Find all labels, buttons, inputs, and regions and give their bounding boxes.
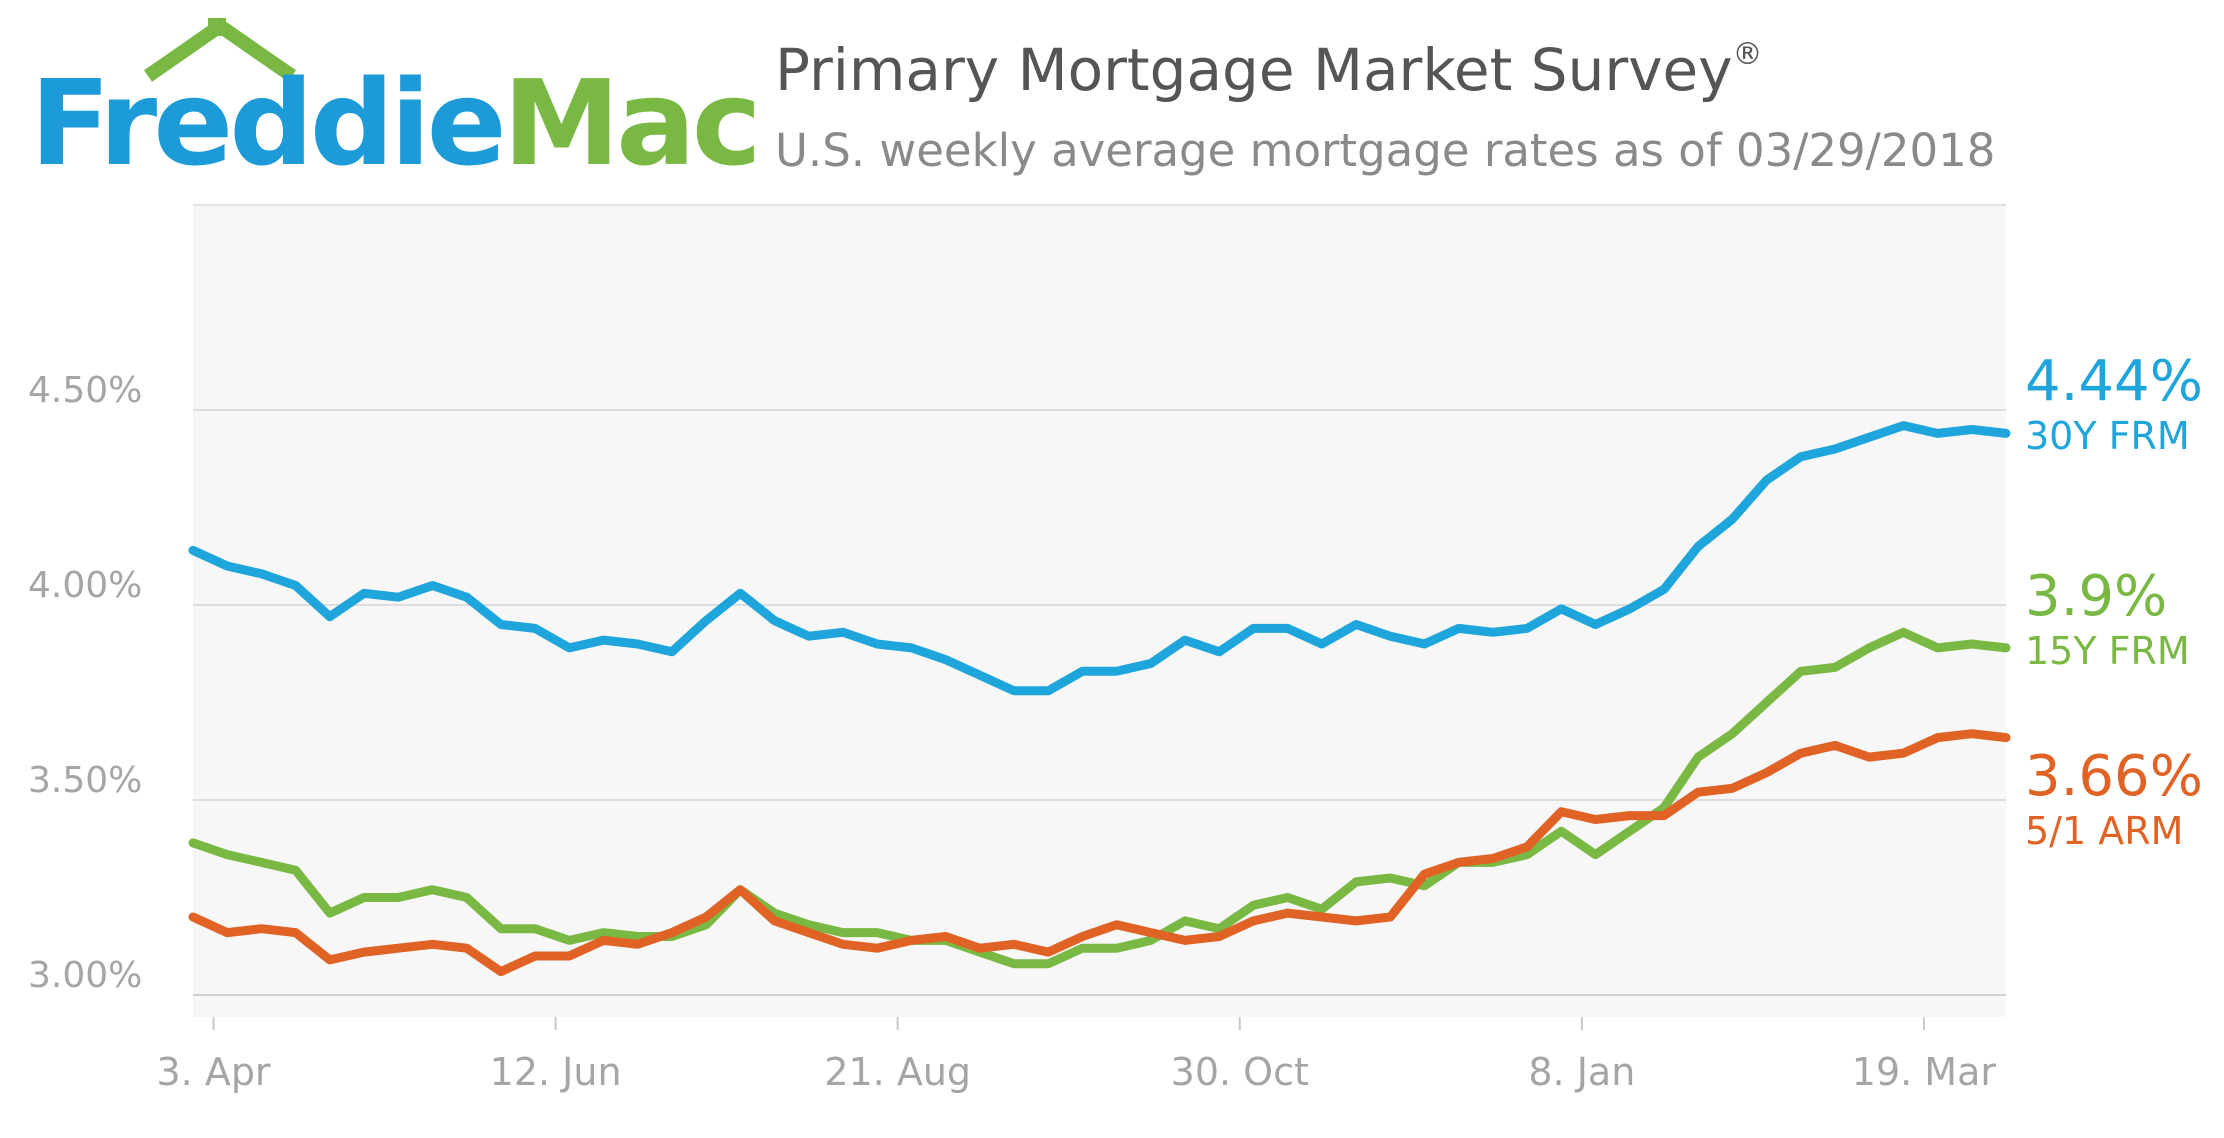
y-tick-label: 3.00% xyxy=(28,955,142,996)
y-axis: 3.00% 3.50% 4.00% 4.50% xyxy=(28,370,142,996)
registered-mark: ® xyxy=(1732,37,1763,72)
x-tick-label: 21. Aug xyxy=(824,1050,971,1094)
logo-freddie-text: Freddie xyxy=(30,54,507,192)
callout-30y-frm: 4.44% 30Y FRM xyxy=(2025,349,2203,459)
house-roof-icon xyxy=(144,17,296,82)
y-tick-label: 3.50% xyxy=(28,760,142,801)
x-tick-label: 12. Jun xyxy=(490,1050,622,1094)
callout-30y-frm-label: 30Y FRM xyxy=(2025,414,2190,458)
callout-51-arm: 3.66% 5/1 ARM xyxy=(2025,744,2203,854)
series-line-30y-frm xyxy=(188,421,2011,696)
x-tick-label: 19. Mar xyxy=(1852,1050,1997,1094)
logo-wordmark: FreddieMac xyxy=(30,54,762,192)
callout-15y-frm-label: 15Y FRM xyxy=(2025,629,2190,673)
grid-lines xyxy=(193,409,2006,996)
series-line-15y-frm xyxy=(188,627,2011,969)
x-axis: 3. Apr 12. Jun 21. Aug 30. Oct 8. Jan 19. Mar xyxy=(156,1017,1996,1094)
freddie-mac-logo: FreddieMac xyxy=(30,14,762,192)
callout-51-arm-value: 3.66% xyxy=(2025,744,2203,809)
plot-background xyxy=(193,205,2006,1017)
callout-51-arm-label: 5/1 ARM xyxy=(2025,809,2184,853)
callout-15y-frm: 3.9% 15Y FRM xyxy=(2025,564,2190,674)
y-tick-label: 4.50% xyxy=(28,370,142,411)
series-lines xyxy=(188,421,2011,977)
chart-title: Primary Mortgage Market Survey® xyxy=(775,36,1763,104)
x-tick-label: 30. Oct xyxy=(1171,1050,1309,1094)
x-tick-label: 8. Jan xyxy=(1528,1050,1635,1094)
series-line-5-1-arm xyxy=(188,729,2011,977)
callout-30y-frm-value: 4.44% xyxy=(2025,349,2203,414)
y-tick-label: 4.00% xyxy=(28,565,142,606)
logo-mac-text: Mac xyxy=(502,54,762,192)
chart-subtitle: U.S. weekly average mortgage rates as of… xyxy=(775,124,1996,177)
callout-15y-frm-value: 3.9% xyxy=(2025,564,2168,629)
x-tick-label: 3. Apr xyxy=(156,1050,270,1094)
chart-title-text: Primary Mortgage Market Survey xyxy=(775,36,1733,104)
